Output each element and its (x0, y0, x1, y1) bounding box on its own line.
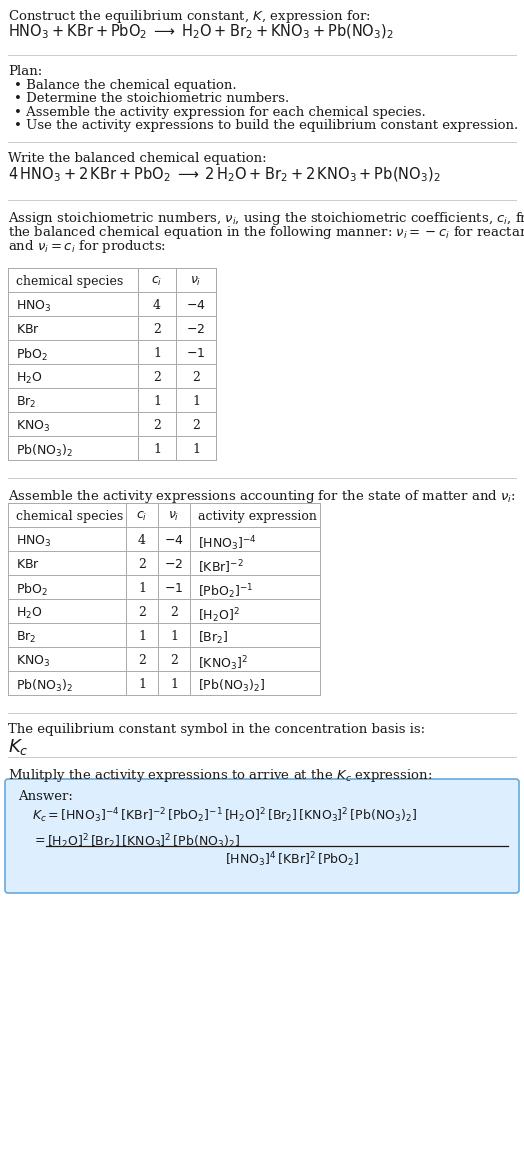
Text: 1: 1 (138, 630, 146, 643)
Text: $\nu_i$: $\nu_i$ (190, 275, 202, 289)
Text: chemical species: chemical species (16, 510, 123, 523)
Text: • Assemble the activity expression for each chemical species.: • Assemble the activity expression for e… (14, 105, 425, 119)
Text: activity expression: activity expression (198, 510, 317, 523)
Text: 1: 1 (138, 678, 146, 691)
Text: $\mathrm{H_2O}$: $\mathrm{H_2O}$ (16, 371, 42, 386)
Text: 1: 1 (192, 395, 200, 408)
Text: Construct the equilibrium constant, $K$, expression for:: Construct the equilibrium constant, $K$,… (8, 8, 370, 25)
Text: $[\mathrm{HNO_3}]^4\,[\mathrm{KBr}]^2\,[\mathrm{PbO_2}]$: $[\mathrm{HNO_3}]^4\,[\mathrm{KBr}]^2\,[… (225, 850, 359, 869)
Text: 1: 1 (153, 395, 161, 408)
FancyBboxPatch shape (5, 779, 519, 892)
Text: $-2$: $-2$ (187, 323, 205, 336)
Text: • Balance the chemical equation.: • Balance the chemical equation. (14, 79, 237, 92)
Text: 2: 2 (153, 323, 161, 336)
Text: $-1$: $-1$ (187, 347, 205, 360)
Text: $[\mathrm{Pb(NO_3)_2}]$: $[\mathrm{Pb(NO_3)_2}]$ (198, 678, 265, 694)
Text: $\mathrm{Br_2}$: $\mathrm{Br_2}$ (16, 630, 37, 646)
Text: $\mathrm{Pb(NO_3)_2}$: $\mathrm{Pb(NO_3)_2}$ (16, 443, 73, 459)
Text: $\nu_i$: $\nu_i$ (168, 510, 180, 523)
Text: 2: 2 (138, 606, 146, 619)
Text: 4: 4 (138, 534, 146, 547)
Text: 2: 2 (170, 654, 178, 666)
Text: $-4$: $-4$ (164, 534, 184, 547)
Text: $\mathrm{KNO_3}$: $\mathrm{KNO_3}$ (16, 420, 50, 435)
Text: Plan:: Plan: (8, 65, 42, 78)
Text: $-4$: $-4$ (186, 299, 206, 312)
Text: 2: 2 (153, 371, 161, 384)
Text: 1: 1 (153, 347, 161, 360)
Text: Assemble the activity expressions accounting for the state of matter and $\nu_i$: Assemble the activity expressions accoun… (8, 488, 516, 505)
Text: 1: 1 (170, 678, 178, 691)
Text: the balanced chemical equation in the following manner: $\nu_i = -c_i$ for react: the balanced chemical equation in the fo… (8, 224, 524, 241)
Text: 2: 2 (192, 371, 200, 384)
Text: 1: 1 (138, 582, 146, 595)
Text: $-1$: $-1$ (165, 582, 183, 595)
Text: $4\,\mathrm{HNO_3 + 2\,KBr + PbO_2 \;{\longrightarrow}\; 2\,H_2O + Br_2 + 2\,KNO: $4\,\mathrm{HNO_3 + 2\,KBr + PbO_2 \;{\l… (8, 166, 441, 184)
Text: $\mathrm{Pb(NO_3)_2}$: $\mathrm{Pb(NO_3)_2}$ (16, 678, 73, 694)
Text: $\mathrm{HNO_3 + KBr + PbO_2 \;\longrightarrow\; H_2O + Br_2 + KNO_3 + Pb(NO_3)_: $\mathrm{HNO_3 + KBr + PbO_2 \;\longrigh… (8, 23, 394, 42)
Text: $\mathrm{KNO_3}$: $\mathrm{KNO_3}$ (16, 654, 50, 669)
Text: • Determine the stoichiometric numbers.: • Determine the stoichiometric numbers. (14, 93, 289, 105)
Text: $[\mathrm{H_2O}]^2$: $[\mathrm{H_2O}]^2$ (198, 606, 240, 625)
Text: chemical species: chemical species (16, 275, 123, 287)
Text: $[\mathrm{H_2O}]^2\,[\mathrm{Br_2}]\,[\mathrm{KNO_3}]^2\,[\mathrm{Pb(NO_3)_2}]$: $[\mathrm{H_2O}]^2\,[\mathrm{Br_2}]\,[\m… (47, 832, 240, 851)
Text: $=$: $=$ (32, 832, 46, 845)
Text: and $\nu_i = c_i$ for products:: and $\nu_i = c_i$ for products: (8, 238, 166, 255)
Text: $[\mathrm{KBr}]^{-2}$: $[\mathrm{KBr}]^{-2}$ (198, 557, 244, 576)
Text: $c_i$: $c_i$ (136, 510, 148, 523)
Text: $-2$: $-2$ (165, 557, 183, 571)
Text: Answer:: Answer: (18, 790, 73, 803)
Text: $\mathrm{KBr}$: $\mathrm{KBr}$ (16, 323, 40, 336)
Text: The equilibrium constant symbol in the concentration basis is:: The equilibrium constant symbol in the c… (8, 723, 425, 736)
Text: $[\mathrm{PbO_2}]^{-1}$: $[\mathrm{PbO_2}]^{-1}$ (198, 582, 253, 600)
Text: 2: 2 (138, 654, 146, 666)
Text: $c_i$: $c_i$ (151, 275, 162, 289)
Text: 1: 1 (153, 443, 161, 455)
Text: $K_c$: $K_c$ (8, 737, 29, 757)
Text: 2: 2 (138, 557, 146, 571)
Text: 1: 1 (192, 443, 200, 455)
Text: $K_c = [\mathrm{HNO_3}]^{-4}\,[\mathrm{KBr}]^{-2}\,[\mathrm{PbO_2}]^{-1}\,[\math: $K_c = [\mathrm{HNO_3}]^{-4}\,[\mathrm{K… (32, 806, 417, 825)
Text: $\mathrm{PbO_2}$: $\mathrm{PbO_2}$ (16, 582, 48, 598)
Text: 2: 2 (192, 420, 200, 432)
Text: $\mathrm{HNO_3}$: $\mathrm{HNO_3}$ (16, 534, 51, 549)
Text: 2: 2 (153, 420, 161, 432)
Text: 1: 1 (170, 630, 178, 643)
Text: $[\mathrm{KNO_3}]^2$: $[\mathrm{KNO_3}]^2$ (198, 654, 248, 672)
Text: 2: 2 (170, 606, 178, 619)
Text: Assign stoichiometric numbers, $\nu_i$, using the stoichiometric coefficients, $: Assign stoichiometric numbers, $\nu_i$, … (8, 210, 524, 227)
Text: $\mathrm{Br_2}$: $\mathrm{Br_2}$ (16, 395, 37, 410)
Text: Mulitply the activity expressions to arrive at the $K_c$ expression:: Mulitply the activity expressions to arr… (8, 767, 432, 783)
Text: $\mathrm{KBr}$: $\mathrm{KBr}$ (16, 557, 40, 571)
Text: $\mathrm{PbO_2}$: $\mathrm{PbO_2}$ (16, 347, 48, 363)
Text: $[\mathrm{HNO_3}]^{-4}$: $[\mathrm{HNO_3}]^{-4}$ (198, 534, 257, 553)
Text: Write the balanced chemical equation:: Write the balanced chemical equation: (8, 152, 267, 165)
Text: $\mathrm{H_2O}$: $\mathrm{H_2O}$ (16, 606, 42, 621)
Text: $[\mathrm{Br_2}]$: $[\mathrm{Br_2}]$ (198, 630, 228, 646)
Text: • Use the activity expressions to build the equilibrium constant expression.: • Use the activity expressions to build … (14, 119, 518, 132)
Text: $\mathrm{HNO_3}$: $\mathrm{HNO_3}$ (16, 299, 51, 314)
Text: 4: 4 (153, 299, 161, 312)
